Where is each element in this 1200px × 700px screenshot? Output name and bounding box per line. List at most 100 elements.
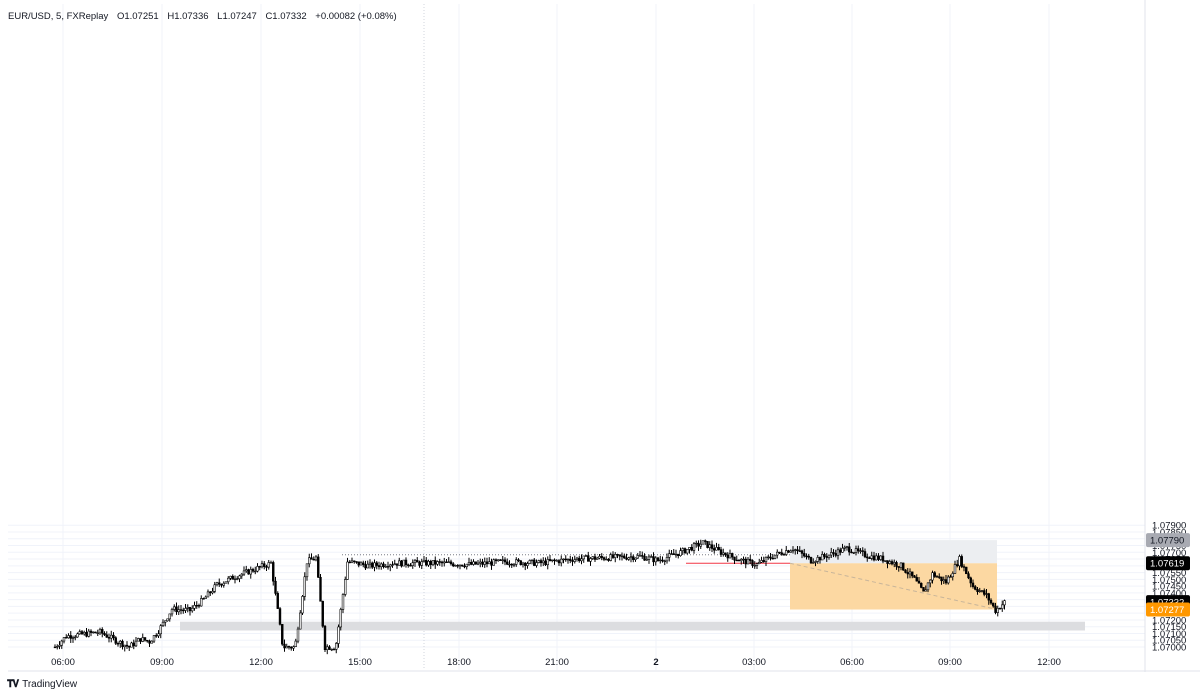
candle-body <box>659 559 662 562</box>
candle-body <box>470 562 473 565</box>
candle-body <box>591 556 594 559</box>
y-tick-label: 1.07200 <box>1152 615 1186 626</box>
candle-body <box>661 559 664 562</box>
candle-body <box>764 556 768 562</box>
candle-body <box>184 608 187 611</box>
candle-body <box>607 558 610 561</box>
candle-body <box>128 645 131 648</box>
candle-body <box>974 586 977 590</box>
candle-body <box>391 564 394 566</box>
candle-body <box>670 553 673 555</box>
candle-body <box>542 560 545 564</box>
candle-body <box>218 582 221 585</box>
candle-body <box>616 554 619 556</box>
candle-body <box>413 560 417 564</box>
candle-body <box>418 561 421 566</box>
candle-body <box>76 633 79 638</box>
candle-body <box>353 560 356 562</box>
candle-body <box>600 556 603 558</box>
candle-body <box>587 555 590 562</box>
candle-body <box>1001 604 1004 609</box>
x-tick-label: 2 <box>653 657 658 668</box>
candle-body <box>101 629 104 634</box>
candle-body <box>236 578 239 580</box>
candle-body <box>465 563 468 567</box>
candle-body <box>620 555 624 558</box>
candle-body <box>611 554 615 558</box>
candle-body <box>886 560 889 564</box>
candle-body <box>179 609 183 611</box>
candle-body <box>911 571 914 577</box>
candle-body <box>310 557 313 560</box>
candle-body <box>125 644 129 647</box>
candle-body <box>580 558 583 562</box>
candle-body <box>339 609 342 628</box>
candle-body <box>119 640 122 644</box>
candle-body <box>105 634 108 638</box>
candle-body <box>481 561 484 565</box>
candle-body <box>112 634 115 639</box>
candle-body <box>53 646 57 649</box>
candle-body <box>681 548 684 551</box>
candle-body <box>848 546 851 553</box>
candle-body <box>380 563 383 568</box>
y-tick-label: 1.07550 <box>1152 568 1186 579</box>
candle-body <box>953 564 957 574</box>
candle-body <box>800 550 804 554</box>
candle-body <box>220 583 223 586</box>
candle-body <box>166 618 169 622</box>
candle-body <box>719 549 723 555</box>
candle-body <box>956 564 959 567</box>
candle-body <box>227 577 230 583</box>
close-value: C1.07332 <box>265 11 307 22</box>
candle-body <box>159 625 162 635</box>
candle-body <box>301 596 304 614</box>
candle-body <box>935 576 939 578</box>
candle-body <box>371 562 374 568</box>
candle-body <box>134 640 138 647</box>
candle-body <box>562 558 565 561</box>
candle-body <box>348 561 351 564</box>
candle-body <box>440 561 444 564</box>
candle-body <box>996 608 999 613</box>
change-value: +0.00082 (+0.08%) <box>315 11 397 22</box>
candle-body <box>735 559 738 562</box>
candle-body <box>211 591 214 594</box>
candle-body <box>407 564 410 566</box>
candle-body <box>560 558 563 564</box>
brand-footer[interactable]: 𝐓𝐕 TradingView <box>7 679 77 690</box>
candle-body <box>294 640 297 647</box>
candle-body <box>474 561 477 565</box>
candle-body <box>240 573 243 577</box>
open-value: O1.07251 <box>116 11 159 22</box>
candle-body <box>794 549 797 551</box>
candle-body <box>443 561 446 564</box>
candle-body <box>566 558 570 561</box>
candle-body <box>409 565 412 567</box>
candle-body <box>742 558 745 561</box>
price-badge <box>1146 556 1190 571</box>
candle-body <box>951 573 954 578</box>
candle-body <box>726 554 729 559</box>
candle-body <box>375 562 378 566</box>
candle-body <box>821 554 824 561</box>
y-tick-label: 1.07900 <box>1152 521 1186 532</box>
candle-body <box>254 570 257 573</box>
candle-body <box>139 638 142 642</box>
candle-body <box>967 573 970 579</box>
candle-body <box>841 547 844 553</box>
candle-body <box>980 590 984 592</box>
candle-body <box>924 589 927 592</box>
candle-body <box>71 637 75 639</box>
candle-body <box>913 575 916 578</box>
candle-body <box>749 558 752 561</box>
candle-body <box>668 553 671 558</box>
candle-body <box>881 555 885 562</box>
candle-body <box>515 559 518 565</box>
candle-body <box>58 644 61 647</box>
candle-body <box>245 569 248 572</box>
candle-body <box>773 554 777 559</box>
candle-body <box>888 561 891 564</box>
